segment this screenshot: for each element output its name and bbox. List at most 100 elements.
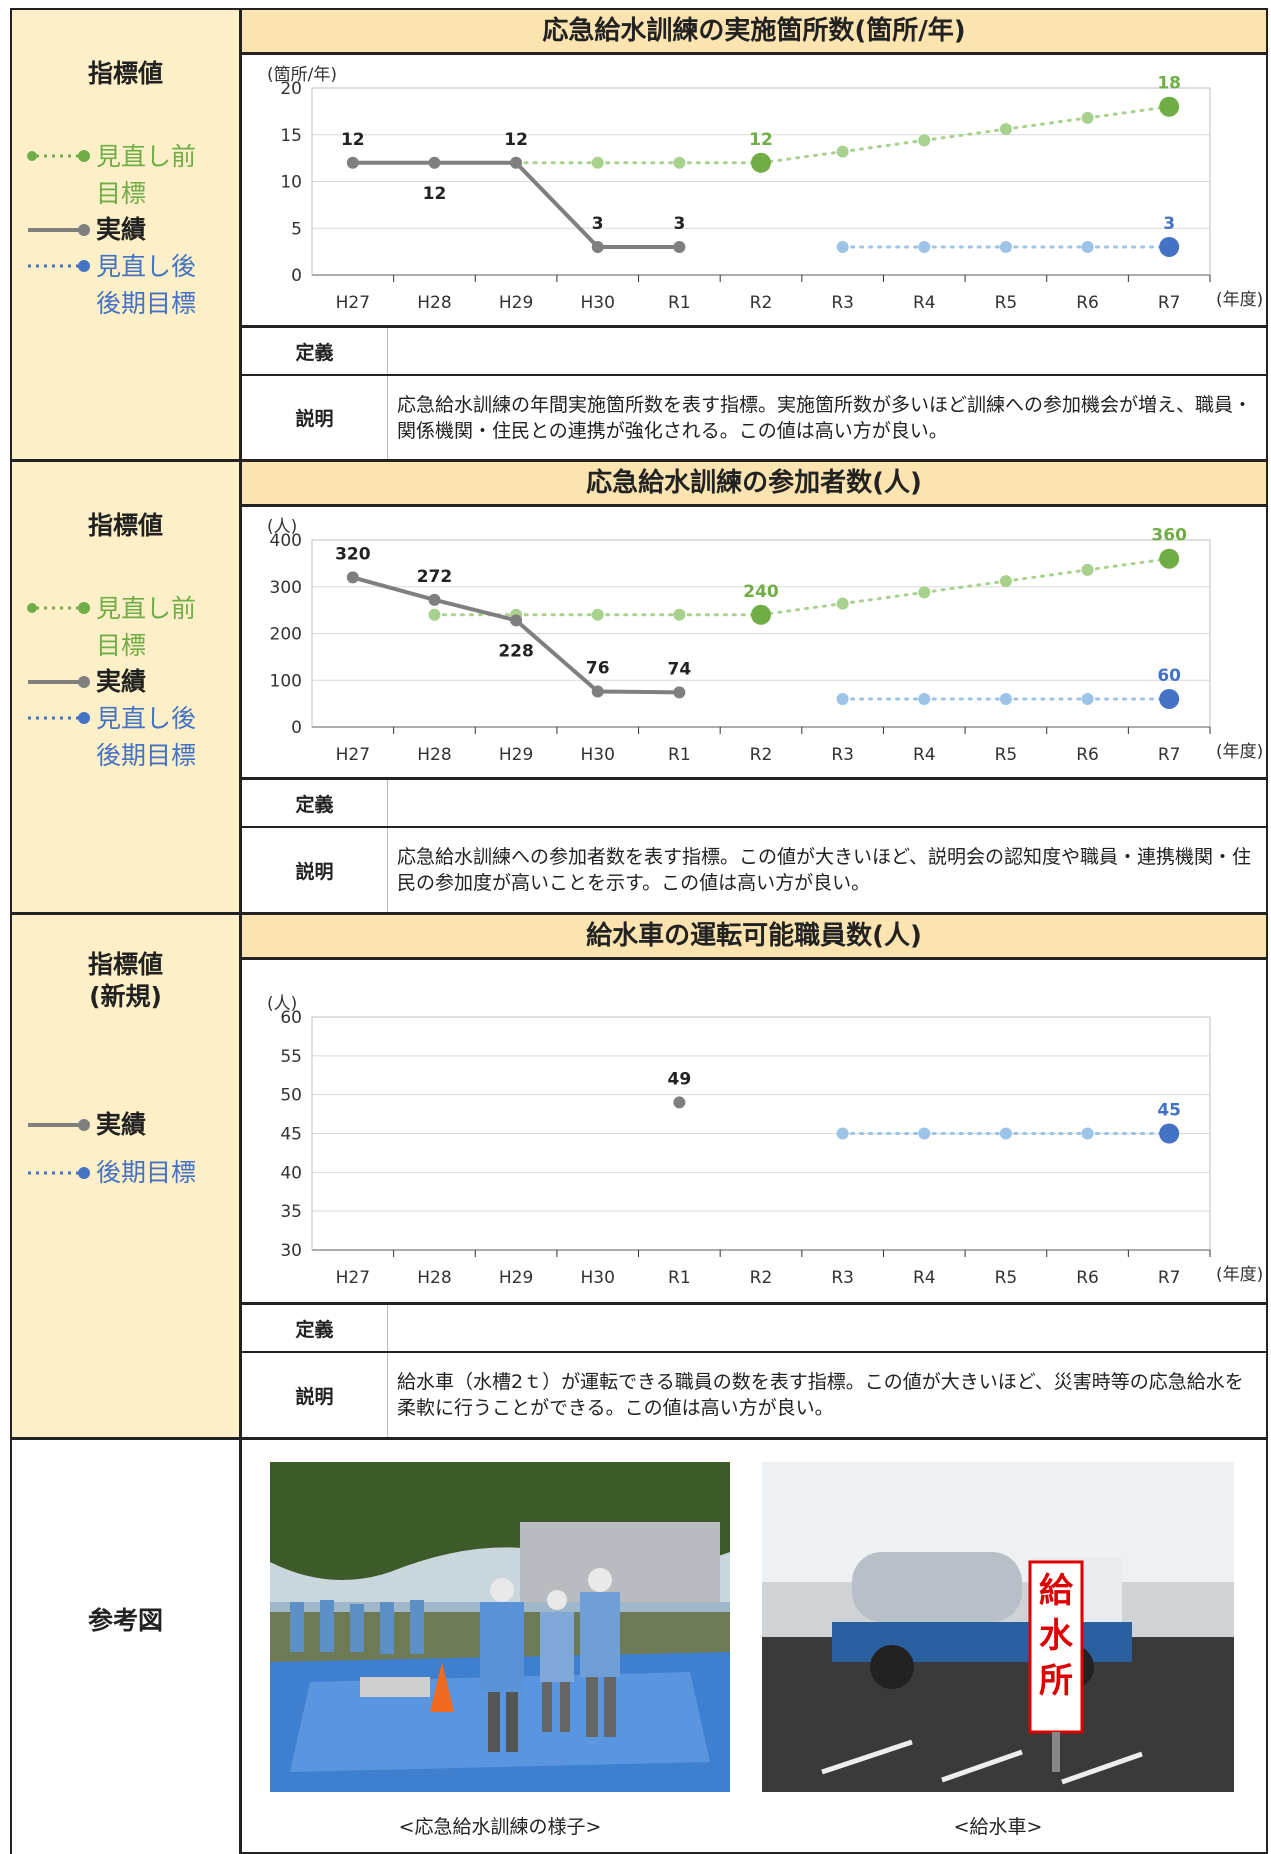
data-point — [836, 240, 849, 253]
legend: 見直し前 目標 実績 見直し後 後期目標 — [24, 590, 196, 774]
data-point — [1159, 1123, 1180, 1144]
series-line-segment — [759, 150, 845, 165]
series-line-segment — [514, 161, 600, 249]
description-label: 説明 — [242, 376, 388, 459]
data-label: 76 — [586, 658, 610, 678]
data-point — [751, 152, 771, 173]
y-tick-label: 50 — [280, 1086, 302, 1106]
x-tick-label: R3 — [831, 745, 854, 765]
y-axis-label: (人) — [267, 517, 297, 537]
reference-section: 参考図 — [12, 1440, 1266, 1854]
data-point — [428, 593, 441, 606]
data-point — [1081, 563, 1094, 576]
data-point — [673, 608, 686, 621]
x-tick-label: H29 — [499, 293, 533, 313]
data-point — [918, 134, 931, 147]
side-panel-1: 指標値 見直し前 目標 実績 見直し後 後期目標 — [12, 10, 242, 459]
legend-label: 後期目標 — [96, 1158, 197, 1187]
data-label: 12 — [423, 184, 447, 204]
data-label: 12 — [341, 130, 365, 150]
data-point — [999, 1127, 1012, 1140]
data-label: 60 — [1157, 666, 1181, 686]
series-line-segment — [1086, 557, 1171, 572]
data-point — [346, 156, 359, 169]
sign-char-1: 給 — [1039, 1571, 1074, 1611]
data-label: 320 — [335, 544, 371, 564]
data-label: 45 — [1157, 1101, 1181, 1121]
data-point — [836, 692, 849, 705]
main-panel-1: 応急給水訓練の実施箇所数(箇所/年) 0 5 10 15 20 H27 H28 H29 H30 R… — [242, 10, 1266, 459]
x-tick-label: R6 — [1076, 745, 1099, 765]
description-value: 応急給水訓練の年間実施箇所数を表す指標。実施箇所数が多いほど訓練への参加機会が増… — [397, 393, 1253, 442]
legend-item-after-target: 見直し後 後期目標 — [24, 248, 196, 322]
definition-label: 定義 — [242, 1305, 388, 1351]
y-tick-label: 0 — [291, 266, 302, 286]
indicator-label: 指標値 (新規) — [87, 950, 163, 1011]
indicator-label: 指標値 — [87, 511, 163, 540]
data-label: 360 — [1151, 526, 1187, 546]
definition-value — [397, 780, 1256, 826]
description-row: 説明 応急給水訓練の年間実施箇所数を表す指標。実施箇所数が多いほど訓練への参加機… — [242, 376, 1266, 459]
x-axis-label: (年度) — [1216, 1265, 1263, 1285]
data-label: 74 — [668, 659, 692, 679]
y-axis-label: (人) — [267, 994, 297, 1014]
series-line-segment — [841, 590, 926, 606]
data-point — [673, 240, 686, 253]
sign-char-2: 水 — [1039, 1616, 1074, 1656]
legend-label: 見直し後 後期目標 — [96, 252, 197, 318]
data-point — [673, 156, 686, 169]
data-point — [1159, 548, 1180, 569]
data-label: 272 — [417, 567, 453, 587]
legend-label: 見直し後 後期目標 — [96, 704, 197, 770]
x-tick-label: R3 — [831, 293, 854, 313]
x-tick-label: R4 — [913, 293, 936, 313]
series-line-segment — [1004, 568, 1090, 583]
data-point — [1159, 96, 1180, 117]
x-tick-label: R5 — [995, 293, 1018, 313]
water-truck-caption: <給水車> — [953, 1816, 1043, 1838]
plot-border — [311, 539, 1211, 728]
data-point — [673, 686, 686, 699]
legend: 実績 後期目標 — [24, 1107, 196, 1191]
chart-area-3: 30 35 40 45 50 55 60 H27 H28 H29 H30 R1 R2 R3 R4 R5 R6 R7… — [242, 960, 1266, 1305]
chart-title: 給水車の運転可能職員数(人) — [242, 915, 1266, 960]
data-point — [999, 123, 1012, 136]
legend-label: 見直し前 目標 — [96, 142, 197, 208]
y-tick-label: 45 — [280, 1125, 302, 1145]
green-dotted-marker-icon — [27, 150, 90, 162]
y-tick-label: 55 — [280, 1047, 302, 1067]
legend-label: 見直し前 目標 — [96, 594, 197, 660]
series-line-segment — [597, 689, 680, 695]
indicator-section-2: 指標値 見直し前 目標 実績 見直し後 後期目標 応急給水訓練の参加者数(人) — [12, 462, 1266, 915]
data-point — [428, 608, 441, 621]
data-label: 18 — [1157, 74, 1181, 94]
x-tick-label: H30 — [581, 293, 615, 313]
x-tick-label: H29 — [499, 745, 533, 765]
y-tick-label: 300 — [270, 578, 302, 598]
legend-label: 実績 — [96, 215, 147, 244]
data-point — [999, 575, 1012, 588]
y-tick-label: 100 — [270, 671, 302, 691]
training-photo — [270, 1462, 730, 1792]
blue-dotted-marker-icon — [28, 260, 90, 272]
sign-char-3: 所 — [1039, 1661, 1073, 1701]
data-point — [918, 586, 931, 599]
data-point — [836, 1127, 849, 1140]
y-tick-label: 30 — [280, 1241, 302, 1261]
data-point — [1159, 236, 1180, 257]
data-point — [673, 1096, 686, 1109]
series-line-segment — [759, 602, 845, 617]
data-point — [510, 614, 523, 627]
training-photo-caption: <応急給水訓練の様子> — [398, 1816, 602, 1838]
water-truck-photo: 給 水 所 — [762, 1462, 1234, 1792]
data-label: 49 — [668, 1069, 692, 1089]
blue-dotted-marker-icon — [28, 712, 90, 724]
plot-border — [311, 1016, 1211, 1251]
series-line-segment — [1086, 105, 1171, 120]
x-tick-label: R2 — [750, 1268, 773, 1288]
data-point — [591, 156, 604, 169]
legend-item-before-target: 見直し前 目標 — [24, 138, 196, 212]
main-panel-3: 給水車の運転可能職員数(人) 30 35 40 45 50 55 60 H27 H28 H29 H3… — [242, 915, 1266, 1437]
x-tick-label: H30 — [581, 1268, 615, 1288]
definition-label: 定義 — [242, 328, 388, 374]
